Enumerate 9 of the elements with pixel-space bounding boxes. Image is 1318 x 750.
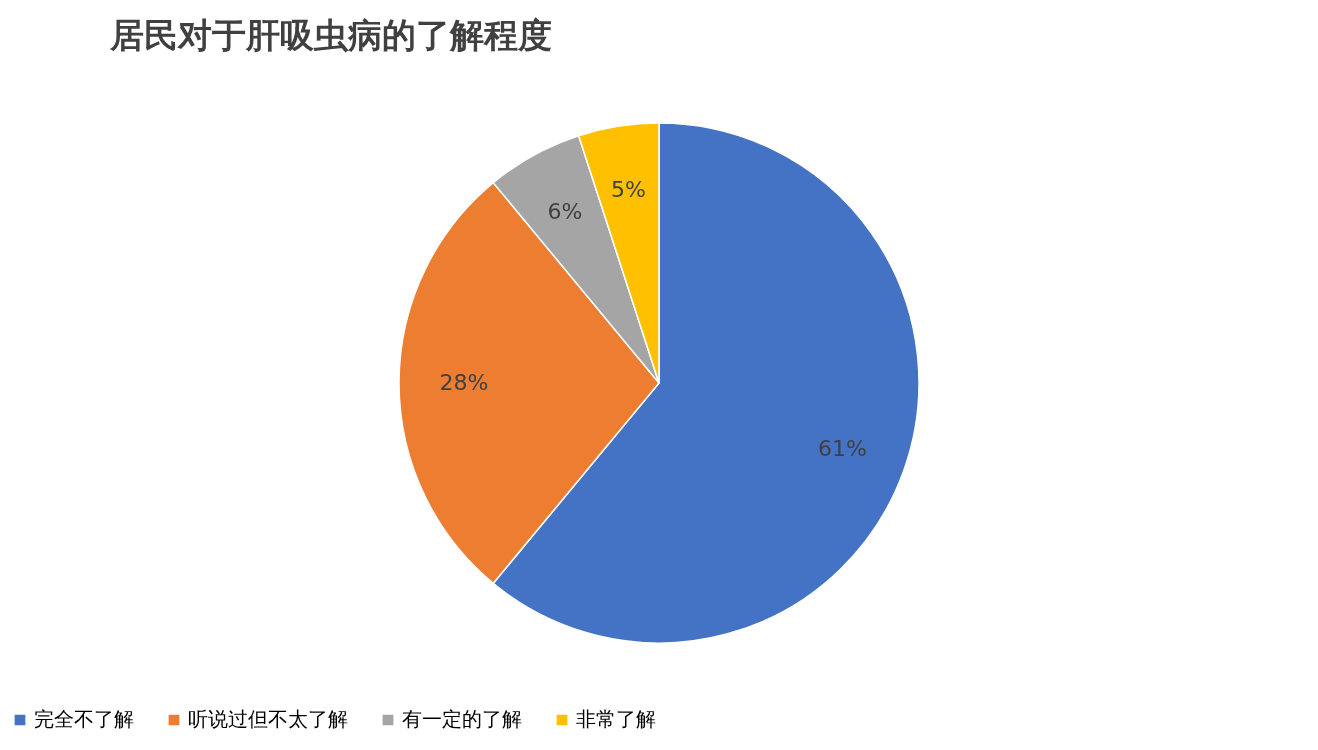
legend-label: 完全不了解 [34,707,134,731]
legend-label: 听说过但不太了解 [188,707,348,731]
legend-label: 非常了解 [576,707,656,731]
data-label: 61% [818,436,867,462]
chart-title: 居民对于肝吸虫病的了解程度 [109,15,552,55]
data-label: 6% [547,199,583,225]
data-label: 5% [611,177,646,203]
legend-label: 有一定的了解 [402,707,522,731]
data-label: 28% [439,370,489,395]
